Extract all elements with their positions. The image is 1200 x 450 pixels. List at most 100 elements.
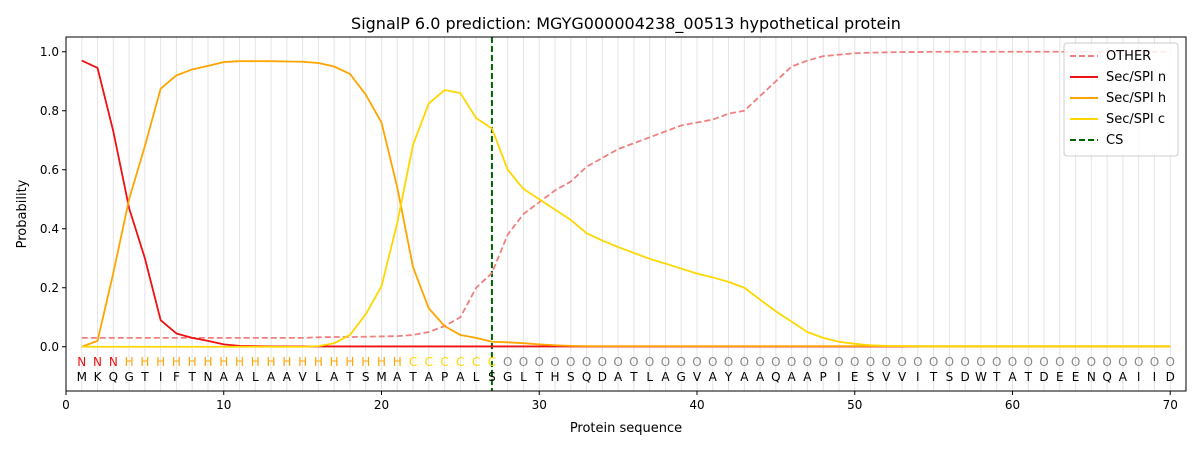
- y-axis-label: Probability: [15, 179, 30, 248]
- residue-letter: I: [1137, 370, 1141, 384]
- legend-label: Sec/SPI h: [1106, 91, 1166, 106]
- region-label: O: [692, 355, 701, 369]
- x-tick-label: 70: [1163, 398, 1178, 412]
- residue-letter: A: [1119, 370, 1128, 384]
- residue-letter: I: [1153, 370, 1157, 384]
- x-axis: 0 10 20 30 40 50 60 70: [62, 391, 1178, 412]
- region-label: H: [298, 355, 307, 369]
- y-tick-label: 0.6: [40, 163, 59, 177]
- region-label: O: [945, 355, 954, 369]
- residue-letter: P: [441, 370, 448, 384]
- region-label: O: [1024, 355, 1033, 369]
- region-label: O: [929, 355, 938, 369]
- residue-letter: T: [1024, 370, 1033, 384]
- residue-letter: A: [456, 370, 465, 384]
- residue-letter: E: [851, 370, 859, 384]
- region-label: O: [661, 355, 670, 369]
- y-tick-label: 1.0: [40, 45, 59, 59]
- residue-letter: T: [535, 370, 544, 384]
- x-tick-label: 20: [374, 398, 389, 412]
- residue-letter: T: [188, 370, 197, 384]
- residue-letter: S: [567, 370, 575, 384]
- region-label: O: [850, 355, 859, 369]
- region-label: O: [755, 355, 764, 369]
- residue-letter: T: [140, 370, 149, 384]
- region-label: O: [613, 355, 622, 369]
- legend: OTHER Sec/SPI n Sec/SPI h Sec/SPI c CS: [1063, 42, 1179, 157]
- region-label: O: [1055, 355, 1064, 369]
- region-label: C: [425, 355, 433, 369]
- y-axis: 0.0 0.2 0.4 0.6 0.8 1.0: [40, 45, 66, 354]
- region-label: O: [1102, 355, 1111, 369]
- residue-letter: N: [203, 370, 212, 384]
- y-tick-label: 0.2: [40, 281, 59, 295]
- residue-letter: A: [1008, 370, 1017, 384]
- x-tick-label: 0: [62, 398, 70, 412]
- region-label: O: [645, 355, 654, 369]
- residue-letter: L: [520, 370, 527, 384]
- legend-label: Sec/SPI c: [1106, 112, 1165, 127]
- x-tick-label: 60: [1005, 398, 1020, 412]
- region-label: O: [724, 355, 733, 369]
- residue-letter: A: [661, 370, 670, 384]
- y-tick-label: 0.4: [40, 222, 59, 236]
- residue-letter: L: [473, 370, 480, 384]
- residue-letter: H: [550, 370, 559, 384]
- residue-letter: L: [252, 370, 259, 384]
- region-label: H: [125, 355, 134, 369]
- residue-letter: V: [299, 370, 308, 384]
- residue-letter: V: [898, 370, 907, 384]
- residue-letter: V: [882, 370, 891, 384]
- residue-letter: G: [503, 370, 512, 384]
- residue-letter: Q: [109, 370, 118, 384]
- series-layer: [81, 50, 1171, 348]
- legend-label: OTHER: [1106, 49, 1151, 64]
- residue-letter: T: [929, 370, 938, 384]
- x-tick-label: 50: [847, 398, 862, 412]
- region-label: H: [267, 355, 276, 369]
- x-axis-label: Protein sequence: [570, 421, 682, 436]
- region-label: O: [834, 355, 843, 369]
- region-label: H: [235, 355, 244, 369]
- region-label: O: [1134, 355, 1143, 369]
- residue-letter: I: [159, 370, 163, 384]
- residue-letter: D: [1166, 370, 1175, 384]
- region-label: O: [550, 355, 559, 369]
- residue-letter: D: [1039, 370, 1048, 384]
- residue-letter: M: [77, 370, 87, 384]
- residue-letter: W: [975, 370, 987, 384]
- residue-letter: T: [629, 370, 638, 384]
- residue-letter: G: [124, 370, 133, 384]
- residue-letter: D: [598, 370, 607, 384]
- residue-letter: T: [408, 370, 417, 384]
- residue-letter: L: [646, 370, 653, 384]
- region-label: O: [566, 355, 575, 369]
- residue-letter: G: [677, 370, 686, 384]
- region-label: O: [771, 355, 780, 369]
- region-label: O: [976, 355, 985, 369]
- region-label: O: [960, 355, 969, 369]
- region-label: H: [219, 355, 228, 369]
- region-label: O: [803, 355, 812, 369]
- residue-letter: E: [1056, 370, 1064, 384]
- y-tick-label: 0.8: [40, 104, 59, 118]
- residue-letter: A: [283, 370, 292, 384]
- residue-letter: A: [614, 370, 623, 384]
- region-label: O: [1150, 355, 1159, 369]
- residue-letter: A: [220, 370, 229, 384]
- residue-letter: S: [946, 370, 954, 384]
- residue-letter: A: [709, 370, 718, 384]
- region-label: H: [140, 355, 149, 369]
- region-label: O: [897, 355, 906, 369]
- y-tick-label: 0.0: [40, 340, 59, 354]
- residue-letter: A: [740, 370, 749, 384]
- region-label: O: [787, 355, 796, 369]
- residue-letter: Q: [771, 370, 780, 384]
- region-label: O: [882, 355, 891, 369]
- residue-letter: A: [803, 370, 812, 384]
- residue-letter: K: [94, 370, 103, 384]
- region-label: O: [708, 355, 717, 369]
